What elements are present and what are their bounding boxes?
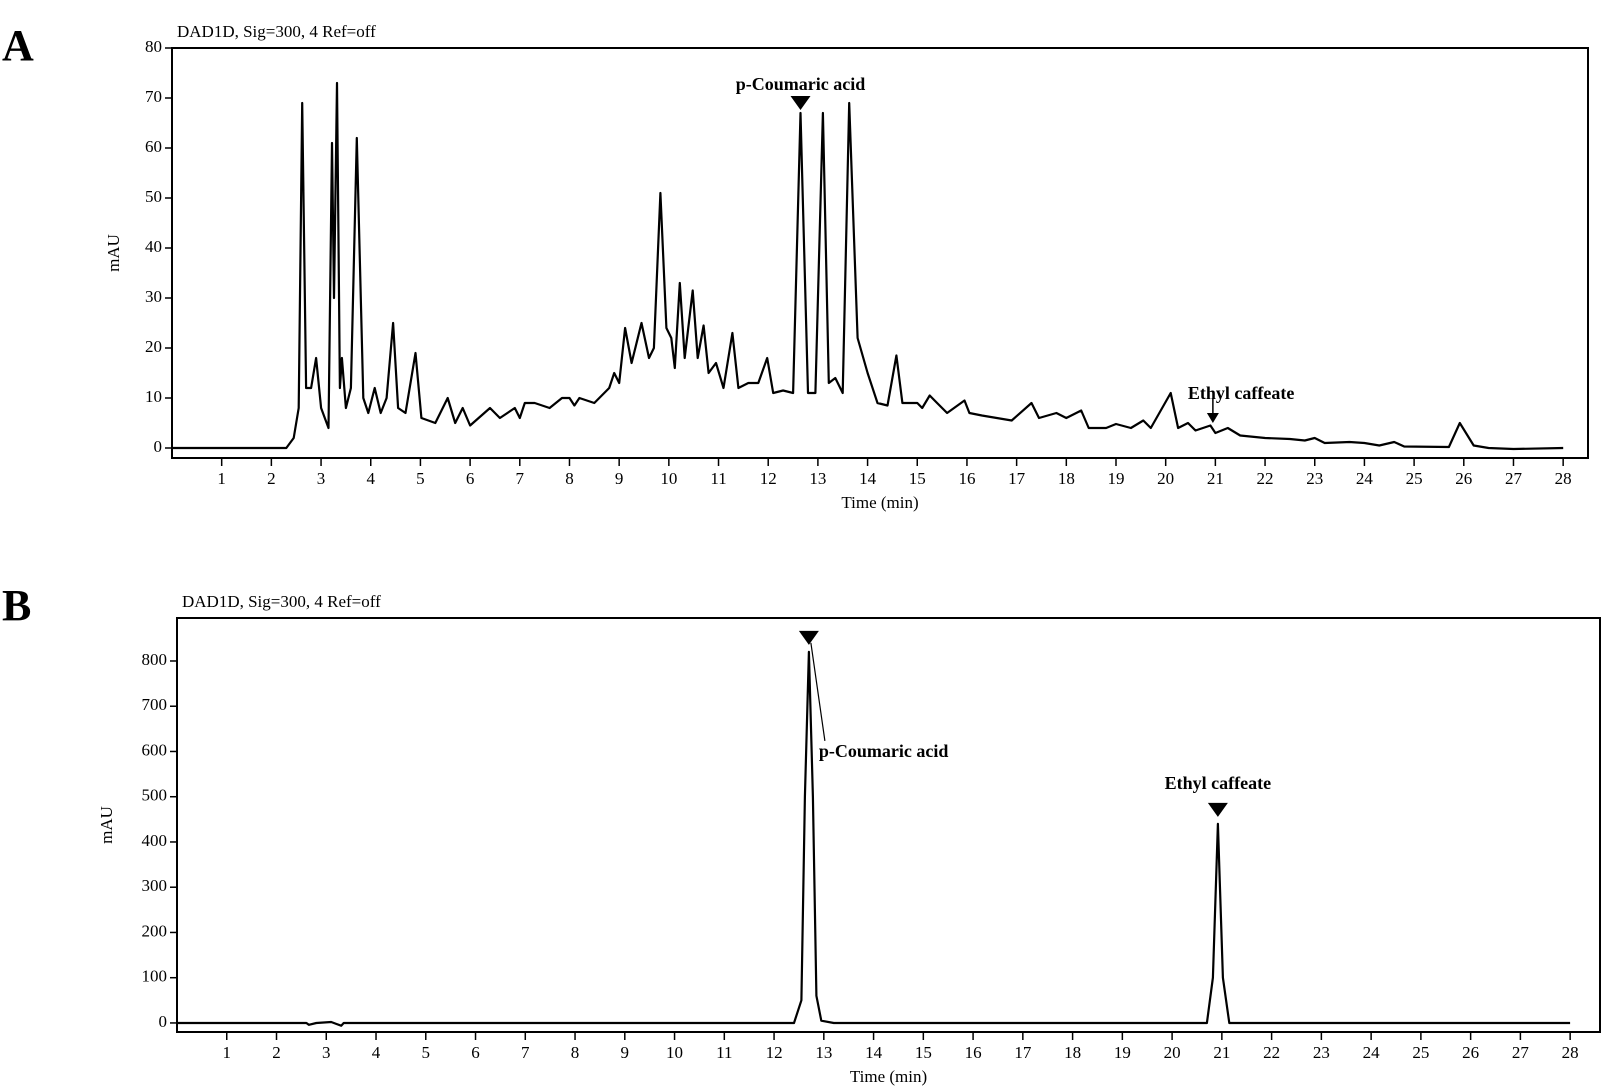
x-tick-label: 8 [565,469,574,488]
y-tick-label: 0 [154,437,163,456]
x-tick-label: 22 [1257,469,1274,488]
x-tick-label: 19 [1114,1043,1131,1062]
x-tick-label: 15 [915,1043,932,1062]
x-tick-label: 2 [272,1043,281,1062]
annotation-label: p-Coumaric acid [736,74,866,94]
x-tick-label: 28 [1562,1043,1579,1062]
y-tick-label: 50 [145,187,162,206]
x-tick-label: 28 [1555,469,1572,488]
x-tick-label: 17 [1014,1043,1032,1062]
trace [172,81,1564,451]
y-tick-label: 600 [142,740,168,759]
y-axis-label: mAU [97,806,116,844]
x-axis-label: Time (min) [841,493,918,512]
x-tick-label: 12 [760,469,777,488]
x-tick-label: 20 [1157,469,1174,488]
annotation-marker [798,630,819,645]
x-tick-label: 18 [1058,469,1075,488]
x-tick-label: 1 [217,469,226,488]
panel-title: DAD1D, Sig=300, 4 Ref=off [182,592,381,611]
x-tick-label: 6 [466,469,475,488]
x-tick-label: 13 [809,469,826,488]
x-tick-label: 7 [521,1043,530,1062]
panel-letter: B [2,581,31,630]
x-tick-label: 23 [1313,1043,1330,1062]
x-tick-label: 16 [958,469,975,488]
y-tick-label: 80 [145,37,162,56]
x-tick-label: 5 [416,469,425,488]
x-tick-label: 14 [865,1043,883,1062]
y-tick-label: 100 [142,967,168,986]
y-tick-label: 300 [142,876,168,895]
x-tick-label: 10 [660,469,677,488]
x-tick-label: 26 [1455,469,1472,488]
y-tick-label: 10 [145,387,162,406]
y-tick-label: 800 [142,650,168,669]
x-tick-label: 24 [1356,469,1374,488]
x-tick-label: 25 [1406,469,1423,488]
x-tick-label: 22 [1263,1043,1280,1062]
x-tick-label: 2 [267,469,276,488]
x-tick-label: 14 [859,469,877,488]
x-tick-label: 23 [1306,469,1323,488]
annotation-marker [1207,802,1228,817]
x-tick-label: 3 [317,469,326,488]
y-tick-label: 200 [142,921,168,940]
plot-frame [176,617,1601,1033]
annotation-label: Ethyl caffeate [1188,383,1294,403]
x-tick-label: 9 [621,1043,630,1062]
annotation-marker [1206,413,1219,423]
x-tick-label: 15 [909,469,926,488]
plot-frame [171,47,1589,459]
x-tick-label: 16 [965,1043,982,1062]
x-tick-label: 25 [1412,1043,1429,1062]
panel-letter: A [2,21,34,70]
x-tick-label: 4 [366,469,375,488]
x-tick-label: 21 [1213,1043,1230,1062]
trace [177,650,1571,1027]
x-tick-label: 5 [422,1043,431,1062]
panel-title: DAD1D, Sig=300, 4 Ref=off [177,22,376,41]
x-tick-label: 27 [1512,1043,1530,1062]
y-tick-label: 60 [145,137,162,156]
x-tick-label: 26 [1462,1043,1479,1062]
y-tick-label: 500 [142,786,168,805]
annotation-marker [790,96,811,110]
x-tick-label: 18 [1064,1043,1081,1062]
y-tick-label: 30 [145,287,162,306]
x-tick-label: 21 [1207,469,1224,488]
y-tick-label: 0 [159,1012,168,1031]
y-axis-label: mAU [104,234,123,272]
x-tick-label: 27 [1505,469,1523,488]
x-axis-label: Time (min) [850,1067,927,1086]
x-tick-label: 20 [1164,1043,1181,1062]
x-tick-label: 7 [516,469,525,488]
y-tick-label: 700 [142,695,168,714]
x-tick-label: 12 [766,1043,783,1062]
x-tick-label: 17 [1008,469,1026,488]
annotation-leader [810,642,826,741]
x-tick-label: 4 [372,1043,381,1062]
x-tick-label: 11 [716,1043,732,1062]
x-tick-label: 11 [710,469,726,488]
x-tick-label: 8 [571,1043,580,1062]
x-tick-label: 10 [666,1043,683,1062]
y-tick-label: 400 [142,831,168,850]
y-tick-label: 40 [145,237,162,256]
x-tick-label: 13 [815,1043,832,1062]
y-tick-label: 20 [145,337,162,356]
x-tick-label: 3 [322,1043,331,1062]
y-tick-label: 70 [145,87,162,106]
x-tick-label: 1 [223,1043,232,1062]
x-tick-label: 6 [471,1043,480,1062]
x-tick-label: 9 [615,469,624,488]
annotation-label: p-Coumaric acid [819,741,949,761]
annotation-label: Ethyl caffeate [1165,773,1271,793]
x-tick-label: 19 [1108,469,1125,488]
x-tick-label: 24 [1363,1043,1381,1062]
